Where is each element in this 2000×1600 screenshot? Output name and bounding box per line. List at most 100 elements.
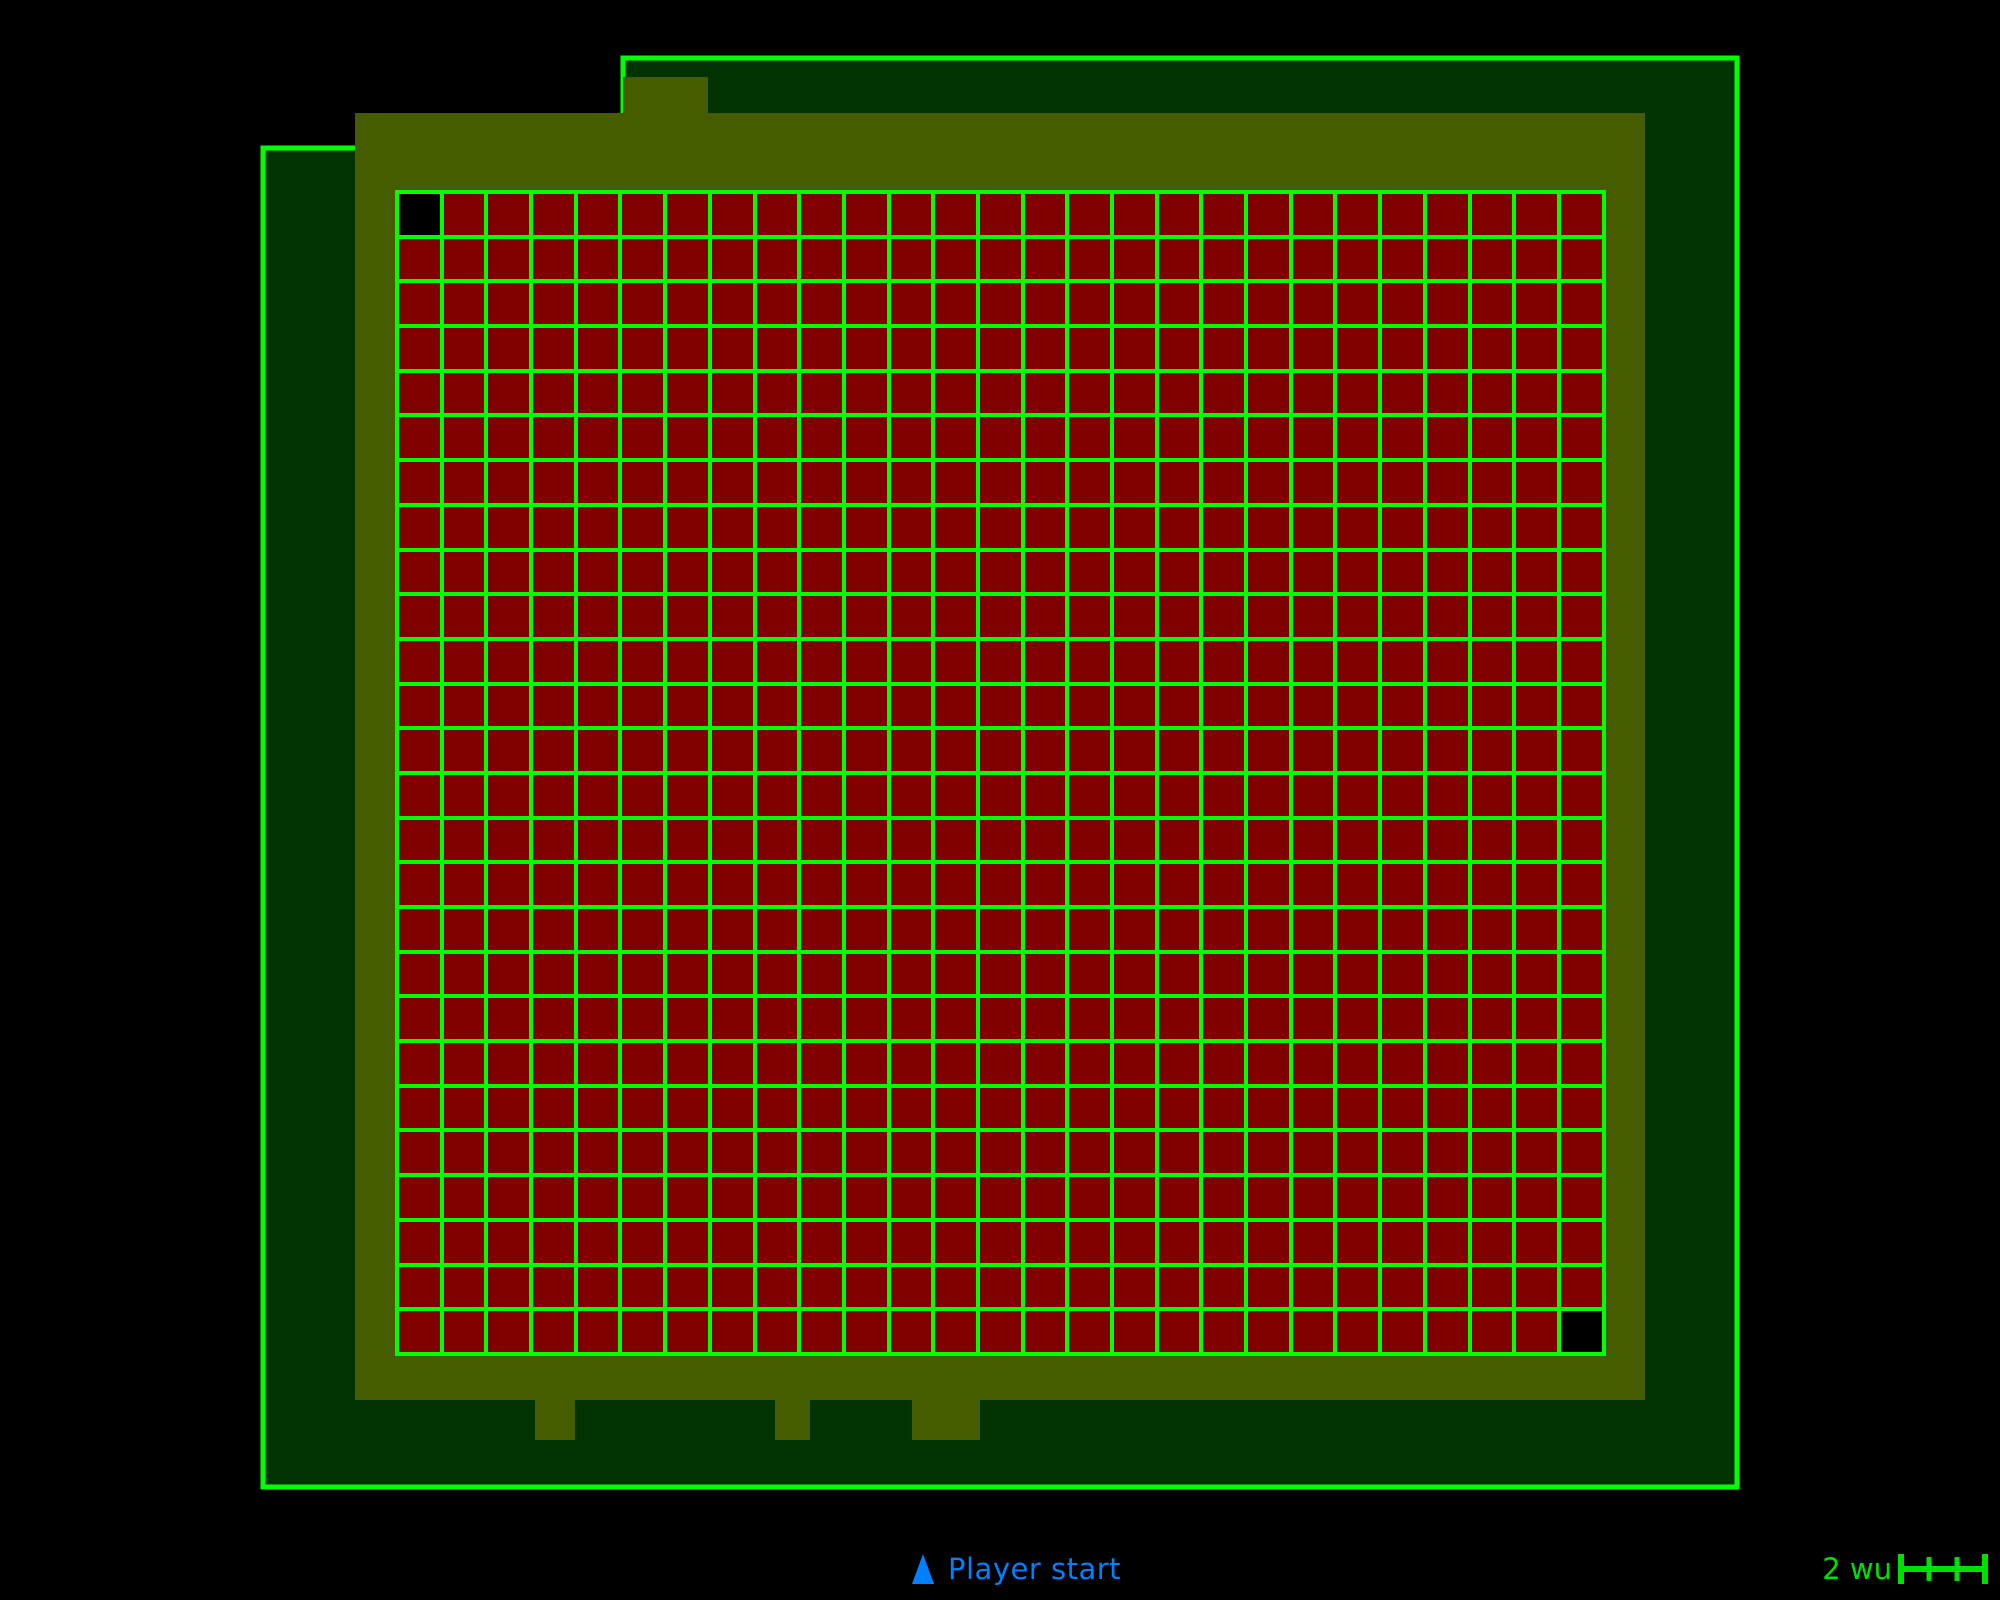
map-tile <box>1426 506 1468 548</box>
map-tile <box>1292 238 1334 280</box>
map-tile <box>1114 819 1155 861</box>
map-tile <box>1248 909 1289 950</box>
map-tile <box>1382 194 1423 235</box>
map-tile <box>756 551 798 593</box>
map-tile <box>979 819 1021 861</box>
player-arrow-icon[interactable] <box>988 782 1022 818</box>
map-tile <box>622 596 664 637</box>
map-tile <box>667 238 708 280</box>
map-tile <box>399 328 440 369</box>
map-tile <box>1292 328 1334 369</box>
map-tile <box>1158 909 1200 950</box>
map-tile <box>622 1221 664 1263</box>
map-tile <box>1024 774 1066 816</box>
map-tile <box>935 1311 976 1352</box>
map-tile <box>1069 864 1110 905</box>
map-tile <box>577 1087 619 1129</box>
map-tile <box>890 909 932 950</box>
map-tile <box>1203 774 1245 816</box>
map-tile <box>711 1311 753 1352</box>
map-tile <box>890 1043 932 1084</box>
map-tile <box>1248 596 1289 637</box>
map-tile <box>711 596 753 637</box>
map-tile <box>1560 819 1602 861</box>
map-tile <box>1114 551 1155 593</box>
map-tile <box>399 953 440 995</box>
map-tile <box>1069 998 1110 1040</box>
map-tile <box>443 283 485 325</box>
map-tile <box>1516 372 1557 414</box>
map-tile <box>443 730 485 771</box>
map-tile <box>979 417 1021 459</box>
map-tile <box>979 506 1021 548</box>
map-tile <box>622 372 664 414</box>
map-tile <box>801 238 842 280</box>
tile-grid <box>395 190 1606 1357</box>
map-tile <box>890 640 932 682</box>
map-tile <box>979 1043 1021 1084</box>
map-tile <box>667 1221 708 1263</box>
map-tile <box>1337 864 1379 905</box>
map-tile <box>711 506 753 548</box>
map-tile <box>711 909 753 950</box>
map-tile <box>1114 194 1155 235</box>
map-tile <box>1516 328 1557 369</box>
map-tile <box>1024 1043 1066 1084</box>
map-tile <box>1560 551 1602 593</box>
map-tile <box>1292 1087 1334 1129</box>
map-tile <box>622 328 664 369</box>
map-tile <box>533 1087 574 1129</box>
map-tile <box>801 1177 842 1218</box>
map-tile <box>979 640 1021 682</box>
map-tile <box>1158 774 1200 816</box>
map-tile <box>577 417 619 459</box>
map-tile <box>1471 774 1513 816</box>
map-tile <box>488 774 530 816</box>
map-tile <box>1024 998 1066 1040</box>
map-tile <box>935 1087 976 1129</box>
map-tile <box>488 596 530 637</box>
map-tile <box>1337 372 1379 414</box>
map-tile <box>890 953 932 995</box>
map-tile <box>443 506 485 548</box>
map-tile <box>399 774 440 816</box>
map-tile <box>443 1087 485 1129</box>
map-tile <box>1382 774 1423 816</box>
map-tile <box>1516 998 1557 1040</box>
map-tile <box>1426 1132 1468 1174</box>
map-tile <box>1158 998 1200 1040</box>
map-tile <box>1069 328 1110 369</box>
map-tile <box>1203 1221 1245 1263</box>
map-tile <box>1382 819 1423 861</box>
map-tile <box>1337 640 1379 682</box>
map-tile <box>1114 1132 1155 1174</box>
map-tile <box>1560 283 1602 325</box>
map-tile <box>1069 551 1110 593</box>
map-tile <box>1248 998 1289 1040</box>
map-tile <box>711 953 753 995</box>
map-tile <box>622 774 664 816</box>
map-tile <box>533 372 574 414</box>
wall-bottom-gap-left <box>355 1400 535 1440</box>
map-tile <box>488 1177 530 1218</box>
map-tile <box>1471 909 1513 950</box>
map-tile <box>1516 1266 1557 1308</box>
map-tile <box>399 596 440 637</box>
map-tile <box>443 596 485 637</box>
map-tile <box>1426 417 1468 459</box>
map-tile <box>667 819 708 861</box>
map-tile <box>443 328 485 369</box>
map-tile <box>399 998 440 1040</box>
map-tile <box>1248 1043 1289 1084</box>
map-tile <box>1382 864 1423 905</box>
map-tile <box>1426 774 1468 816</box>
map-tile <box>533 328 574 369</box>
map-tile <box>801 372 842 414</box>
map-tile <box>622 283 664 325</box>
map-tile <box>1337 685 1379 727</box>
map-tile <box>577 462 619 503</box>
map-tile <box>1471 953 1513 995</box>
map-tile <box>801 1043 842 1084</box>
map-tile <box>1203 1311 1245 1352</box>
map-tile <box>443 372 485 414</box>
